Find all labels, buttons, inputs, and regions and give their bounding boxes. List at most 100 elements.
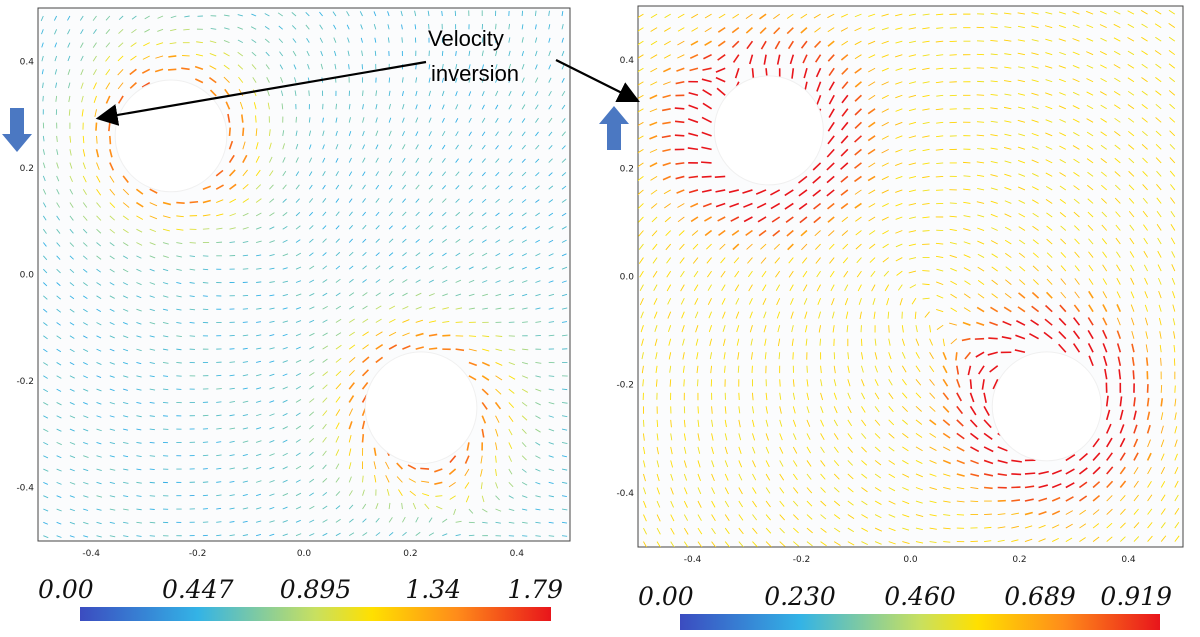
vector-arrow [295, 399, 302, 403]
vector-arrow [734, 270, 740, 278]
vector-arrow [670, 514, 675, 522]
vector-arrow [495, 145, 499, 150]
vector-arrow [1169, 144, 1176, 150]
vector-arrow [69, 149, 72, 156]
vector-arrow [718, 229, 726, 237]
vector-arrow [787, 243, 794, 251]
vector-arrow [80, 55, 84, 62]
vector-arrow [388, 252, 394, 257]
vector-arrow [935, 175, 944, 178]
vector-arrow [415, 265, 421, 270]
vector-arrow [888, 406, 894, 413]
vector-arrow [732, 54, 740, 63]
vector-arrow [96, 521, 102, 525]
vector-arrow [170, 15, 177, 19]
vector-arrow [752, 433, 756, 441]
vector-arrow [663, 40, 671, 46]
vector-arrow [1046, 265, 1053, 272]
vector-arrow [779, 487, 785, 494]
vector-arrow [69, 455, 76, 459]
vector-arrow [929, 500, 937, 504]
vector-arrow [521, 50, 525, 57]
vector-arrow [548, 199, 554, 203]
vector-arrow [697, 487, 702, 495]
vector-arrow [715, 67, 726, 73]
vector-arrow [295, 372, 301, 377]
vector-arrow [162, 295, 169, 298]
vector-arrow [1073, 317, 1081, 326]
vector-arrow [858, 297, 862, 305]
vector-arrow [295, 359, 302, 363]
vector-arrow [1102, 264, 1108, 272]
vector-arrow [109, 202, 116, 208]
vector-arrow [508, 402, 515, 408]
vector-arrow [818, 325, 822, 333]
vector-arrow [1065, 510, 1073, 515]
vector-arrow [69, 175, 73, 182]
vector-arrow [415, 319, 424, 323]
vector-arrow [854, 121, 863, 129]
vector-arrow [961, 337, 971, 342]
vector-arrow [136, 322, 142, 325]
vector-arrow [56, 362, 62, 366]
vector-arrow [833, 433, 839, 440]
vector-arrow [548, 280, 554, 283]
vector-arrow [453, 508, 457, 516]
vector-arrow [548, 131, 553, 137]
vector-arrow [481, 117, 486, 123]
vector-arrow [693, 270, 699, 278]
vector-arrow [56, 348, 62, 353]
vector-arrow [1088, 290, 1094, 299]
vector-arrow [495, 521, 501, 524]
vector-arrow [535, 212, 541, 217]
vector-arrow [269, 453, 275, 457]
vector-arrow [96, 468, 102, 471]
vector-arrow [1114, 157, 1121, 164]
vector-arrow [1074, 238, 1080, 245]
vector-arrow [83, 508, 89, 511]
vector-arrow [242, 154, 248, 163]
vector-arrow [141, 81, 151, 88]
vector-arrow [522, 348, 529, 351]
vector-arrow [67, 15, 71, 21]
vector-arrow [895, 148, 903, 153]
vector-arrow [738, 527, 744, 535]
vector-arrow [534, 10, 537, 17]
vector-arrow [747, 257, 753, 264]
vector-arrow [716, 87, 726, 96]
vector-arrow [535, 144, 540, 150]
vector-arrow [689, 67, 699, 72]
vector-arrow [844, 297, 849, 306]
vector-arrow [123, 388, 128, 391]
vector-arrow [1119, 508, 1126, 515]
vector-arrow [680, 270, 685, 278]
vector-arrow [400, 10, 403, 17]
vector-arrow [216, 227, 223, 230]
vector-arrow [1174, 521, 1180, 529]
vector-arrow [53, 15, 58, 21]
vector-arrow [448, 468, 457, 475]
vector-arrow [96, 162, 100, 170]
vector-arrow [388, 130, 392, 137]
vector-arrow [455, 91, 458, 97]
vector-arrow [1174, 467, 1179, 475]
vector-arrow [820, 487, 826, 493]
vector-arrow [194, 65, 204, 71]
vector-arrow [422, 493, 430, 497]
vector-arrow [408, 478, 416, 483]
vector-arrow [688, 189, 699, 194]
vector-arrow [1131, 357, 1135, 366]
vector-arrow [895, 230, 903, 234]
vector-arrow [814, 230, 821, 237]
vector-arrow [455, 51, 457, 57]
vector-arrow [752, 541, 758, 547]
vector-arrow [43, 362, 49, 366]
vector-arrow [820, 365, 822, 374]
vector-arrow [854, 148, 862, 156]
vector-arrow [56, 535, 62, 538]
vector-arrow [1004, 292, 1012, 299]
vector-arrow [92, 55, 97, 62]
vector-arrow [881, 54, 889, 58]
vector-arrow [802, 270, 808, 278]
vector-arrow [1058, 11, 1066, 15]
